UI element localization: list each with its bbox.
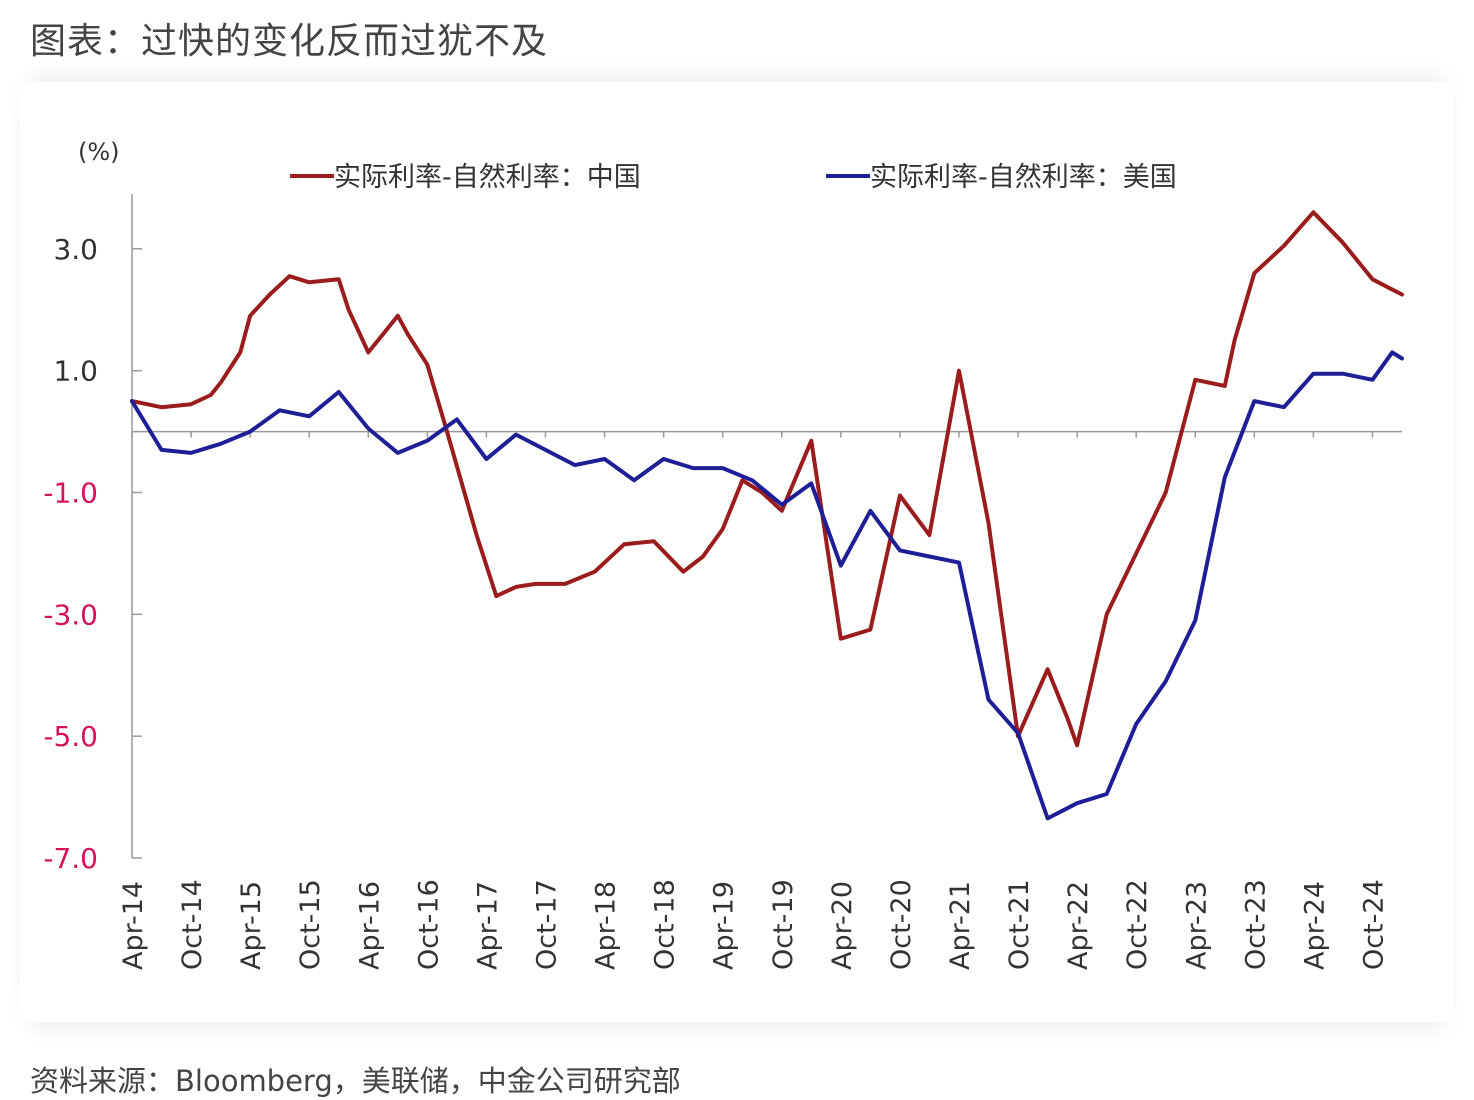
y-axis: 3.0 1.0 -1.0 -3.0 -5.0 -7.0 [43, 194, 142, 875]
x-tick-label: Oct-16 [413, 879, 444, 970]
x-tick-label: Oct-21 [1004, 879, 1035, 970]
x-tick-label: Oct-22 [1122, 879, 1153, 970]
x-tick-label: Oct-15 [295, 879, 326, 970]
x-tick-label: Oct-24 [1358, 879, 1389, 970]
x-tick-label: Oct-18 [650, 879, 681, 970]
x-tick-label: Apr-20 [827, 881, 858, 970]
x-tick-label: Apr-21 [945, 881, 976, 970]
x-tick-label: Apr-18 [591, 881, 622, 970]
chart-panel [20, 82, 1454, 1022]
x-tick-label: Oct-14 [177, 879, 208, 970]
x-tick-label: Apr-22 [1063, 881, 1094, 970]
y-tick-label: -7.0 [43, 842, 98, 875]
unit-label: (%) [78, 138, 120, 166]
y-tick-label: -3.0 [43, 598, 98, 631]
x-tick-label: Apr-15 [236, 881, 267, 970]
x-axis: Apr-14 Oct-14 Apr-15 Oct-15 Apr-16 Oct-16 Apr-… [118, 430, 1402, 970]
x-tick-label: Apr-14 [118, 881, 149, 970]
legend-label: 实际利率-自然利率：中国 [334, 162, 641, 193]
x-tick-label: Apr-17 [472, 881, 503, 970]
source-note: 资料来源：Bloomberg，美联储，中金公司研究部 [30, 1064, 681, 1098]
y-tick-label: 3.0 [53, 233, 98, 266]
x-tick-label: Apr-16 [354, 881, 385, 970]
y-tick-label: 1.0 [53, 355, 98, 388]
x-tick-label: Oct-23 [1240, 879, 1271, 970]
figure-title: 图表：过快的变化反而过犹不及 [30, 21, 549, 62]
legend: 实际利率-自然利率：中国 实际利率-自然利率：美国 [290, 162, 1177, 193]
x-tick-label: Apr-19 [709, 881, 740, 970]
series-line-us [130, 350, 1404, 821]
series-layer [130, 210, 1404, 821]
x-tick-label: Apr-23 [1181, 881, 1212, 970]
y-tick-label: -5.0 [43, 720, 98, 753]
x-tick-label: Oct-20 [886, 879, 917, 970]
x-tick-label: Oct-19 [768, 879, 799, 970]
series-line-china [130, 210, 1404, 748]
x-tick-label: Apr-24 [1299, 881, 1330, 970]
y-tick-label: -1.0 [43, 476, 98, 509]
legend-label: 实际利率-自然利率：美国 [870, 162, 1177, 193]
x-tick-label: Oct-17 [531, 879, 562, 970]
